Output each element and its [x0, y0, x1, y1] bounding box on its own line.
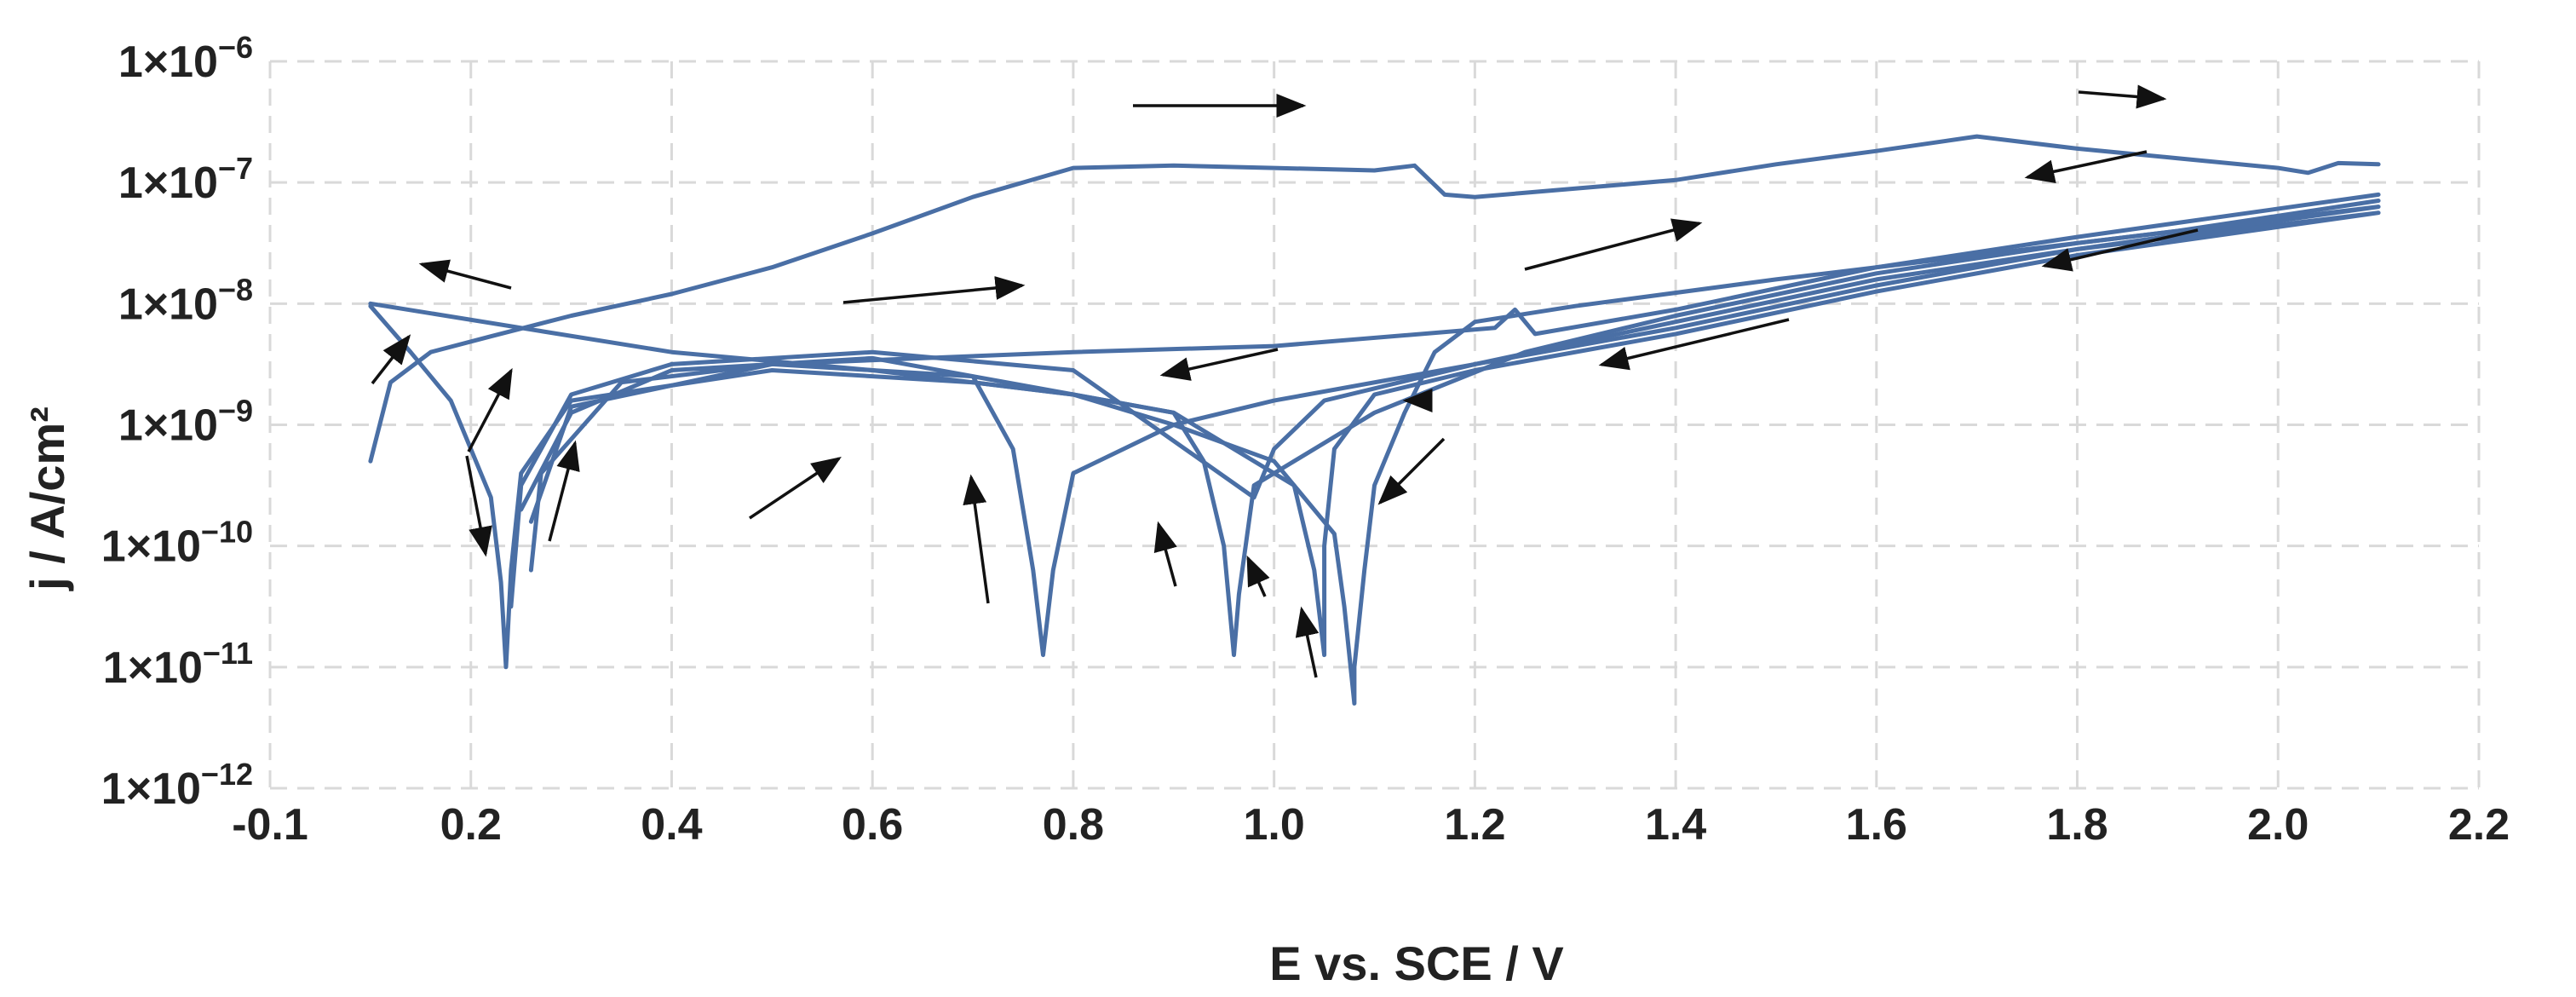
y-tick-label: 1×10−6 — [118, 30, 253, 87]
annotation-arrow — [749, 457, 842, 520]
annotation-arrow — [467, 367, 513, 452]
x-tick-label: 0.8 — [1043, 800, 1104, 850]
series-line-cycle-3 — [519, 210, 2381, 658]
x-tick-label: 1.4 — [1645, 800, 1706, 850]
y-tick-label: 1×10−11 — [103, 636, 253, 693]
annotation-arrow — [2078, 84, 2167, 109]
annotation-arrow — [465, 455, 492, 557]
x-tick-label: 1.8 — [2046, 800, 2107, 850]
annotation-arrow — [1524, 218, 1703, 271]
annotation-arrow — [1598, 318, 1790, 371]
y-axis: 1×10−6 1×10−7 1×10−8 1×10−9 1×10−10 1×10−11 1×… — [101, 30, 253, 814]
series-group — [368, 134, 2381, 706]
annotation-arrows — [371, 84, 2199, 678]
x-tick-label: 2.2 — [2448, 800, 2510, 850]
annotation-arrow — [963, 474, 990, 604]
annotation-arrow — [1159, 348, 1279, 381]
y-tick-label: 1×10−10 — [101, 515, 253, 572]
x-tick-label: 0.4 — [641, 800, 702, 850]
y-tick-label: 1×10−7 — [118, 151, 253, 208]
x-tick-label: 0.2 — [440, 800, 502, 850]
grid — [268, 60, 2481, 790]
annotation-arrow — [2024, 150, 2148, 184]
x-axis: -0.1 0.2 0.4 0.6 0.8 1.0 1.2 1.4 1.6 1.8 2.0 2.2 — [232, 800, 2510, 850]
annotation-arrow — [842, 276, 1026, 304]
x-tick-label: 0.6 — [842, 800, 903, 850]
x-tick-label: -0.1 — [232, 800, 308, 850]
annotation-arrow — [2041, 228, 2199, 272]
y-axis-title: j / A/cm² — [20, 406, 74, 591]
annotation-arrow — [1153, 521, 1177, 587]
y-tick-label: 1×10−8 — [118, 272, 253, 329]
y-tick-label: 1×10−12 — [101, 757, 253, 814]
x-tick-label: 1.0 — [1243, 800, 1304, 850]
x-tick-label: 1.2 — [1444, 800, 1505, 850]
x-axis-title: E vs. SCE / V — [1269, 936, 1564, 990]
x-tick-label: 1.6 — [1846, 800, 1907, 850]
y-tick-label: 1×10−9 — [118, 394, 253, 451]
series-line-cycle-4 — [528, 192, 2381, 524]
annotation-arrow — [371, 334, 411, 385]
annotation-arrow — [548, 440, 580, 542]
annotation-arrow — [1295, 606, 1320, 678]
annotation-arrow — [1246, 555, 1270, 597]
annotation-arrow — [418, 259, 512, 290]
series-line-cycle-1-forward — [368, 134, 2381, 464]
x-tick-label: 2.0 — [2247, 800, 2309, 850]
annotation-arrow — [1377, 437, 1446, 505]
